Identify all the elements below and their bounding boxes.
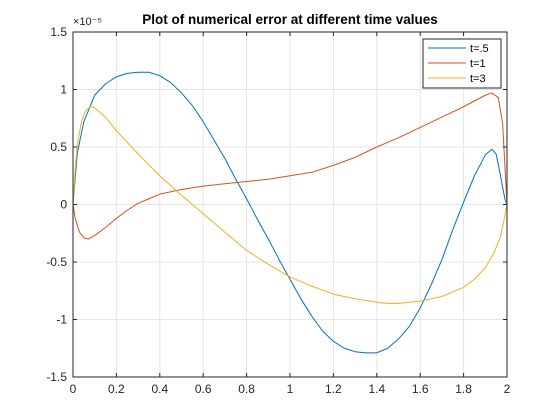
series-lines [72, 71, 508, 354]
series-line-2 [72, 92, 508, 240]
x-tick-label: 0.6 [195, 382, 212, 396]
y-tick-label: -1.5 [46, 370, 67, 384]
x-tick-label: 0.4 [151, 382, 168, 396]
x-tick-label: 0.8 [238, 382, 255, 396]
x-tick-label: 0 [70, 382, 77, 396]
y-tick-label: 1.5 [50, 25, 67, 39]
y-tick-label: 0 [60, 198, 67, 212]
x-tick-label: 1.8 [455, 382, 472, 396]
x-tick-label: 1.6 [412, 382, 429, 396]
x-tick-label: 2 [504, 382, 511, 396]
series-line-1 [72, 71, 508, 354]
series-line-3 [72, 106, 508, 304]
x-tick-label: 1.4 [368, 382, 385, 396]
legend-label: t=3 [470, 73, 486, 85]
legend-label: t=.5 [470, 43, 489, 55]
x-tick-label: 1.2 [325, 382, 342, 396]
axes [72, 31, 508, 378]
x-tick-label: 0.2 [108, 382, 125, 396]
tick-labels: 0 0.2 0.4 0.6 0.8 1 1.2 1.4 1.6 1.8 2 -1.5 -1 -0.5 0 0.… [46, 25, 510, 396]
y-multiplier-label: ×10⁻⁵ [73, 16, 102, 28]
y-tick-label: 1 [60, 83, 67, 97]
x-tick-label: 1 [287, 382, 294, 396]
legend: t=.5 t=1 t=3 [422, 38, 502, 89]
legend-label: t=1 [470, 58, 486, 70]
chart-title: Plot of numerical error at different tim… [142, 12, 438, 27]
y-tick-label: -1 [56, 313, 67, 327]
y-tick-label: -0.5 [46, 255, 67, 269]
y-tick-label: 0.5 [50, 140, 67, 154]
